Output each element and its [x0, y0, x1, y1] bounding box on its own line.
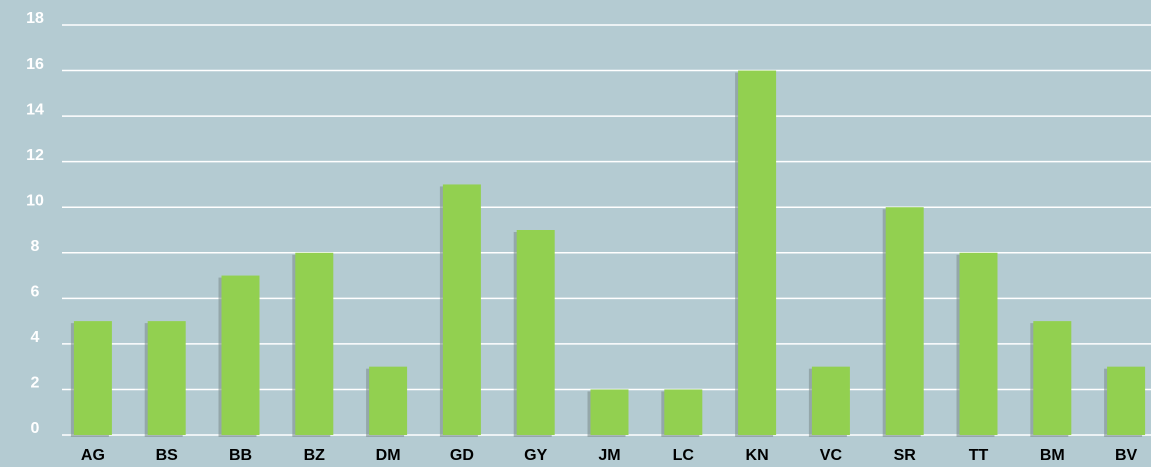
bar [738, 70, 777, 436]
bar [1107, 366, 1146, 435]
x-tick-label: DM [376, 447, 401, 464]
bar [295, 252, 334, 435]
bar [1033, 321, 1072, 435]
x-tick-label: BZ [304, 447, 326, 464]
bar [73, 321, 112, 435]
x-tick-label: GD [450, 447, 474, 464]
y-tick-label: 4 [31, 329, 40, 346]
y-tick-label: 2 [31, 375, 40, 392]
y-tick-label: 0 [31, 420, 40, 437]
bar [664, 389, 703, 435]
x-tick-label: BV [1115, 447, 1138, 464]
y-tick-label: 18 [26, 10, 44, 27]
bar [959, 252, 998, 435]
y-tick-label: 6 [31, 284, 40, 301]
x-tick-label: LC [673, 447, 695, 464]
bar [221, 275, 260, 435]
bar [885, 207, 924, 435]
bar [811, 366, 850, 435]
x-tick-label: JM [598, 447, 620, 464]
x-tick-label: SR [894, 447, 917, 464]
x-tick-label: BB [229, 447, 252, 464]
y-tick-label: 10 [26, 192, 44, 209]
bar [442, 184, 481, 435]
bar [590, 389, 629, 435]
x-tick-label: KN [746, 447, 769, 464]
bar [516, 230, 555, 435]
x-tick-label: VC [820, 447, 843, 464]
y-tick-label: 12 [26, 147, 44, 164]
x-tick-label: TT [969, 447, 989, 464]
x-tick-label: BM [1040, 447, 1065, 464]
x-tick-label: BS [156, 447, 179, 464]
y-tick-label: 14 [26, 101, 44, 118]
bar [147, 321, 186, 435]
bar [369, 366, 408, 435]
y-tick-label: 16 [26, 56, 44, 73]
x-tick-label: GY [524, 447, 547, 464]
x-tick-label: AG [81, 447, 105, 464]
y-tick-label: 8 [31, 238, 40, 255]
